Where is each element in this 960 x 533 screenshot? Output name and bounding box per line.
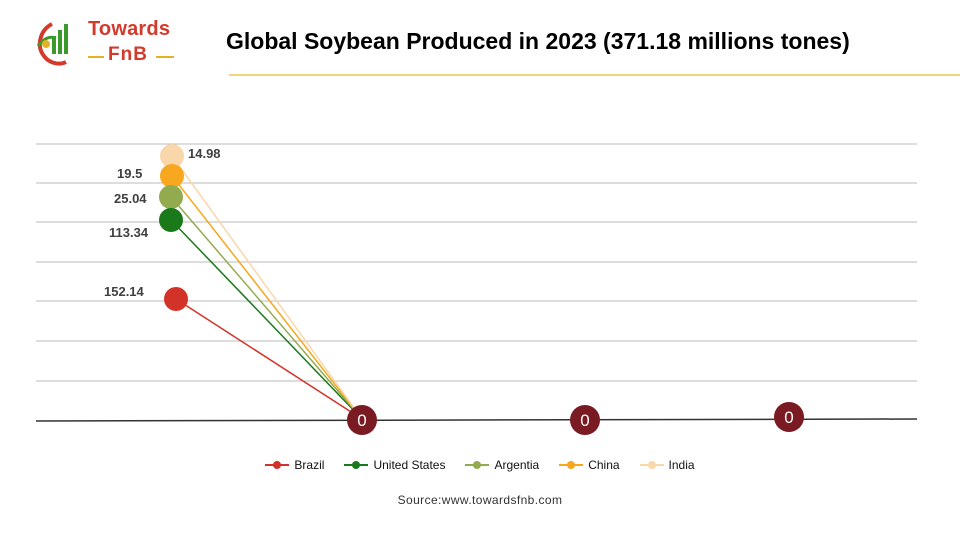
data-label: 25.04 — [114, 191, 147, 206]
legend-label: India — [668, 458, 695, 472]
series-line-india — [171, 155, 363, 420]
x-axis-line — [35, 418, 918, 422]
data-point-india — [160, 144, 184, 168]
data-label: 152.14 — [104, 284, 145, 299]
series-line-brazil — [175, 298, 363, 420]
legend-label: China — [588, 458, 620, 472]
legend-swatch — [559, 460, 584, 470]
zero-marker — [570, 405, 600, 435]
series-line-china — [171, 175, 363, 420]
legend-item-brazil: Brazil — [265, 458, 324, 472]
legend-label: United States — [373, 458, 446, 472]
title-underline — [229, 74, 960, 76]
data-point-china — [160, 164, 184, 188]
legend-item-china: China — [559, 458, 620, 472]
chart-area: 152.14 113.34 25.04 19.5 14.98 0 0 0 — [35, 143, 918, 435]
brand-logo: Towards FnB — [30, 16, 180, 72]
data-label: 113.34 — [109, 225, 149, 240]
legend-label: Brazil — [294, 458, 325, 472]
data-point-united-states — [159, 208, 183, 232]
legend-item-india: India — [639, 458, 695, 472]
data-point-argentia — [159, 185, 183, 209]
zero-label: 0 — [580, 411, 589, 430]
legend-item-argentia: Argentia — [465, 458, 539, 472]
brand-name-line2: FnB — [108, 44, 148, 65]
brand-logo-icon — [36, 22, 68, 66]
series-line-united-states — [170, 219, 363, 420]
zero-marker — [347, 405, 377, 435]
zero-label: 0 — [784, 408, 793, 427]
source-note: Source:www.towardsfnb.com — [397, 493, 563, 507]
legend-label: Argentia — [494, 458, 540, 472]
brand-rule-left — [88, 56, 104, 58]
chart-legend: Brazil United States Argentia China India — [0, 458, 960, 472]
page-title: Global Soybean Produced in 2023 (371.18 … — [226, 28, 850, 54]
zero-marker — [774, 402, 804, 432]
data-label: 19.5 — [117, 166, 142, 181]
data-point-brazil — [164, 287, 188, 311]
brand-name-line1: Towards — [88, 18, 171, 40]
zero-label: 0 — [357, 411, 366, 430]
legend-swatch — [465, 460, 490, 470]
legend-swatch — [265, 460, 290, 470]
series-line-argentia — [170, 196, 363, 420]
legend-item-united-states: United States — [344, 458, 445, 472]
legend-swatch — [344, 460, 369, 470]
data-label: 14.98 — [188, 146, 221, 161]
legend-swatch — [639, 460, 664, 470]
brand-rule-right — [156, 56, 174, 58]
